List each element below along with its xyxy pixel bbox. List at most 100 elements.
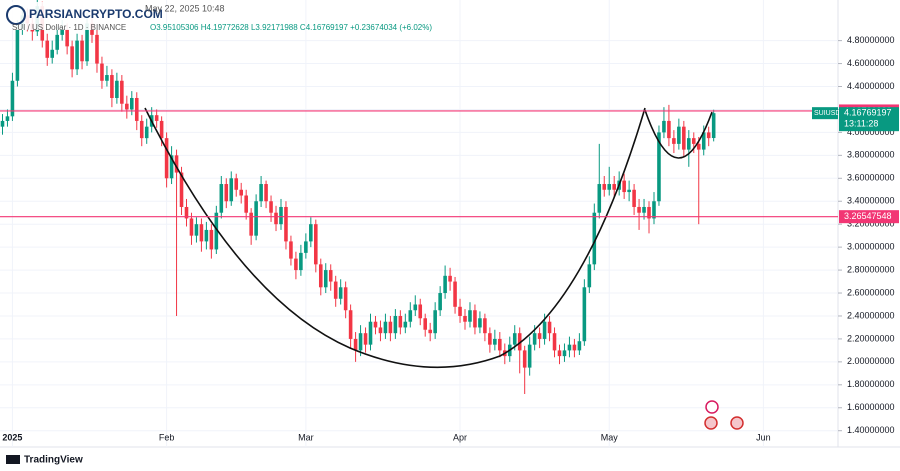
- y-tick-label: 4.80000000: [847, 35, 895, 45]
- candle-body: [393, 315, 398, 334]
- candle-body: [587, 264, 592, 288]
- candle-body: [582, 287, 587, 342]
- candle-body: [199, 224, 204, 242]
- candle-body: [224, 184, 229, 202]
- candle-body: [706, 132, 711, 139]
- candle-body: [577, 341, 582, 351]
- candle-body: [522, 350, 527, 368]
- candle-body: [154, 115, 159, 121]
- candle-body: [517, 333, 522, 351]
- symbol-label: SUIUSD: [814, 110, 840, 117]
- candle-body: [562, 350, 567, 357]
- candle-body: [647, 206, 651, 219]
- candle-body: [45, 40, 50, 58]
- y-tick-label: 2.00000000: [847, 356, 895, 366]
- candle-body: [269, 201, 273, 213]
- candle-body: [10, 80, 15, 117]
- candle-body: [309, 224, 313, 242]
- y-tick-label: 2.20000000: [847, 333, 895, 343]
- x-tick-label: Mar: [298, 432, 314, 442]
- candle-body: [448, 275, 452, 282]
- countdown-label: 13:11:28: [844, 119, 878, 129]
- candle-body: [463, 315, 467, 322]
- candle-body: [682, 126, 686, 150]
- cup-curve: [144, 107, 646, 369]
- candle-body: [696, 143, 701, 150]
- event-icon[interactable]: [704, 416, 718, 430]
- candle-body: [453, 281, 457, 307]
- candle-body: [607, 184, 612, 190]
- candle-body: [304, 241, 308, 253]
- event-icon[interactable]: [730, 416, 744, 430]
- candle-body: [547, 321, 552, 334]
- candle-body: [403, 321, 408, 328]
- watermark: PARSIANCRYPTO.COM: [29, 7, 163, 21]
- event-icons: [704, 400, 744, 430]
- candle-body: [343, 287, 348, 311]
- candle-body: [219, 184, 224, 213]
- candle-body: [0, 120, 5, 127]
- plot: [0, 0, 838, 447]
- candle-body: [348, 310, 353, 339]
- last-price-badge: [839, 107, 899, 132]
- candle-body: [532, 333, 537, 345]
- y-tick-label: 1.40000000: [847, 425, 895, 435]
- y-tick-label: 3.80000000: [847, 150, 895, 160]
- candle-body: [314, 224, 318, 265]
- candle-body: [5, 116, 10, 121]
- x-tick-label: 2025: [2, 432, 22, 442]
- candle-body: [687, 138, 691, 150]
- candle-body: [423, 318, 428, 330]
- price-badge: [839, 210, 899, 224]
- candle-body: [244, 195, 248, 213]
- watermark-logo: [6, 5, 26, 25]
- candle-body: [632, 189, 636, 207]
- candle-body: [229, 178, 234, 202]
- candle-body: [323, 270, 328, 288]
- candle-body: [279, 206, 283, 225]
- symbol-title: SUI / US Dollar · 1D · BINANCE: [12, 23, 126, 32]
- candle-body: [627, 189, 631, 193]
- candle-body: [75, 40, 79, 70]
- candle-body: [294, 258, 298, 271]
- candle-body: [50, 49, 55, 58]
- candle-body: [184, 206, 189, 219]
- candle-body: [234, 178, 239, 190]
- candle-body: [179, 172, 184, 207]
- candle-body: [711, 113, 716, 139]
- candle-body: [274, 212, 278, 225]
- candle-body: [130, 97, 134, 110]
- candle-body: [378, 327, 383, 334]
- candle-body: [189, 218, 194, 236]
- candle-body: [493, 338, 497, 345]
- candle-body: [701, 132, 706, 150]
- candle-body: [438, 293, 442, 311]
- candle-body: [100, 63, 104, 81]
- candle-body: [368, 321, 373, 345]
- candle-body: [602, 184, 607, 190]
- candle-body: [418, 304, 423, 319]
- event-icon[interactable]: [705, 400, 719, 414]
- candle-body: [259, 184, 263, 202]
- candle-body: [667, 120, 671, 139]
- y-tick-label: 4.60000000: [847, 58, 895, 68]
- candle-body: [473, 310, 477, 328]
- candle-body: [164, 138, 169, 179]
- y-tick-label: 4.00000000: [847, 127, 895, 137]
- candle-body: [458, 306, 462, 316]
- ohlc-values: O3.95105306 H4.19772628 L3.92171988 C4.1…: [150, 23, 432, 32]
- candle-body: [612, 184, 616, 190]
- candle-body: [358, 333, 363, 351]
- handle-curve: [644, 109, 713, 159]
- x-tick-label: Feb: [159, 432, 175, 442]
- candle-body: [328, 270, 333, 282]
- candle-body: [353, 338, 358, 351]
- candle-body: [433, 310, 437, 334]
- candle-body: [443, 275, 447, 294]
- candle-body: [299, 252, 303, 271]
- candle-body: [398, 315, 403, 328]
- y-tick-label: 2.60000000: [847, 287, 895, 297]
- y-tick-label: 1.60000000: [847, 402, 895, 412]
